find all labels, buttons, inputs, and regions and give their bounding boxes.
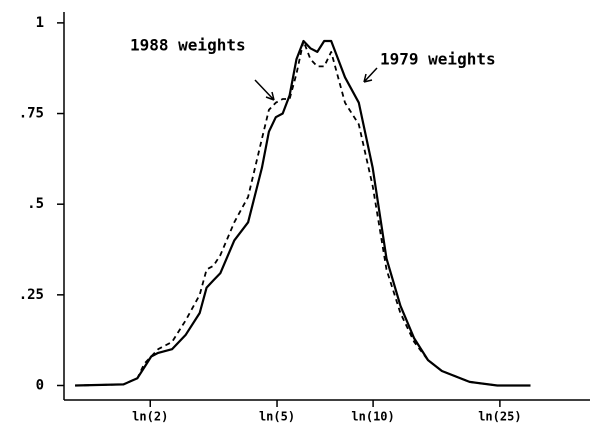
annotation: 1979 weights (380, 50, 496, 69)
y-tick-label: .75 (19, 106, 44, 122)
annotation-arrow (363, 67, 378, 83)
y-tick-label: 1 (36, 15, 44, 31)
x-tick-label: ln(2) (132, 410, 168, 424)
y-tick-label: .25 (19, 287, 44, 303)
density-line (75, 40, 531, 387)
x-tick-label: ln(25) (478, 410, 521, 424)
x-tick-label: ln(5) (259, 410, 295, 424)
annotation: 1988 weights (130, 36, 246, 55)
x-tick-label: ln(10) (351, 410, 394, 424)
y-tick-label: 0 (36, 377, 44, 393)
annotation-arrow (254, 79, 275, 101)
y-tick-label: .5 (27, 196, 44, 212)
density-line (75, 39, 531, 387)
